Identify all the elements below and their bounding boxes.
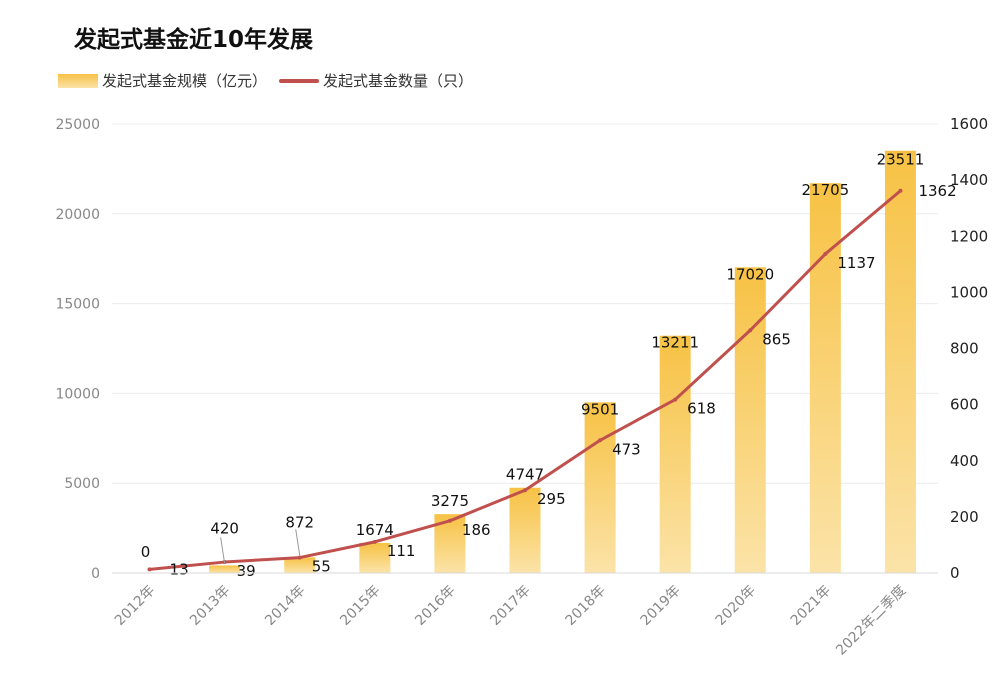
y-left-tick-label: 20000 <box>55 207 100 223</box>
chart-title: 发起式基金近10年发展 <box>74 27 314 53</box>
line-value-label: 473 <box>612 440 641 458</box>
line-value-label: 865 <box>762 330 791 348</box>
bar[interactable] <box>209 565 241 573</box>
line-point[interactable] <box>673 397 678 402</box>
line-point[interactable] <box>523 488 527 493</box>
line-point[interactable] <box>372 539 377 544</box>
bar[interactable] <box>884 150 916 574</box>
line-point[interactable] <box>823 251 828 256</box>
line-point[interactable] <box>297 555 302 560</box>
y-left-tick-label: 25000 <box>55 117 100 133</box>
y-left-tick-label: 5000 <box>64 476 100 492</box>
legend-bar-swatch <box>58 73 98 88</box>
legend-item-bar[interactable]: 发起式基金规模（亿元） <box>58 70 267 91</box>
x-tick-label: 2013年 <box>187 583 233 629</box>
line-value-label: 55 <box>312 558 331 576</box>
y-right-tick-label: 200 <box>950 508 979 526</box>
bar-value-label: 21705 <box>802 181 850 199</box>
bar-value-label: 3275 <box>431 492 469 510</box>
y-left-tick-label: 0 <box>91 566 100 582</box>
x-tick-label: 2021年 <box>788 583 834 629</box>
line-value-label: 186 <box>462 521 491 539</box>
line-value-label: 13 <box>170 560 189 578</box>
x-tick-label: 2019年 <box>638 583 684 629</box>
bar[interactable] <box>809 183 841 573</box>
bar[interactable] <box>284 557 316 573</box>
bar[interactable] <box>584 402 616 573</box>
line-value-label: 39 <box>237 562 256 580</box>
bar[interactable] <box>734 267 766 573</box>
x-tick-label: 2020年 <box>713 583 759 629</box>
bar[interactable] <box>359 542 391 573</box>
y-right-tick-label: 1200 <box>950 227 988 245</box>
bar-value-label: 4747 <box>506 466 544 484</box>
x-tick-label: 2016年 <box>412 583 458 629</box>
x-tick-label: 2017年 <box>487 583 533 629</box>
y-right-tick-label: 1600 <box>950 115 988 133</box>
line-value-label: 618 <box>687 400 716 418</box>
line-point[interactable] <box>447 518 452 523</box>
bar-value-label: 17020 <box>726 265 774 283</box>
legend-bar-label: 发起式基金规模（亿元） <box>102 72 268 90</box>
y-right-tick-label: 400 <box>950 452 979 470</box>
line-value-label: 295 <box>537 490 566 508</box>
y-right-tick-label: 1400 <box>950 171 988 189</box>
bar-value-label: 420 <box>210 519 239 537</box>
y-left-tick-label: 10000 <box>55 386 100 402</box>
x-tick-label: 2022年二季度 <box>833 583 909 659</box>
legend-line-swatch <box>279 78 320 83</box>
labels-layer: 0 420 872 1674 3275 4747 9501 13211 17020 21705 23… <box>141 151 957 580</box>
x-tick-label: 2014年 <box>262 583 308 629</box>
line-value-label: 1137 <box>837 254 875 272</box>
label-leader-line <box>295 529 301 556</box>
label-leader-line <box>220 537 226 564</box>
legend: 发起式基金规模（亿元） 发起式基金数量（只） <box>58 70 485 91</box>
y-left-tick-label: 15000 <box>55 297 100 313</box>
x-tick-label: 2012年 <box>112 583 158 629</box>
bar-value-label: 9501 <box>581 400 619 418</box>
bar-value-label: 13211 <box>651 334 699 352</box>
line-point[interactable] <box>147 567 152 572</box>
bar[interactable] <box>659 335 691 573</box>
y-right-tick-label: 0 <box>950 564 960 582</box>
bar-value-label: 0 <box>141 543 151 561</box>
bar[interactable] <box>509 487 541 573</box>
x-tick-label: 2018年 <box>563 583 609 629</box>
bar-value-label: 1674 <box>356 521 394 539</box>
y-right-tick-label: 800 <box>950 340 979 358</box>
line-value-label: 111 <box>387 542 416 560</box>
legend-item-line[interactable]: 发起式基金数量（只） <box>279 70 473 91</box>
x-tick-label: 2015年 <box>337 583 383 629</box>
line-point[interactable] <box>598 438 603 443</box>
bar-value-label: 23511 <box>877 151 925 169</box>
line-point[interactable] <box>748 328 753 333</box>
line-value-label: 1362 <box>918 182 956 200</box>
line-point[interactable] <box>898 188 903 193</box>
y-right-tick-label: 600 <box>950 396 979 414</box>
y-right-tick-label: 1000 <box>950 283 988 301</box>
legend-line-label: 发起式基金数量（只） <box>323 72 474 90</box>
line-layer <box>147 188 903 572</box>
bar-value-label: 872 <box>285 513 314 531</box>
